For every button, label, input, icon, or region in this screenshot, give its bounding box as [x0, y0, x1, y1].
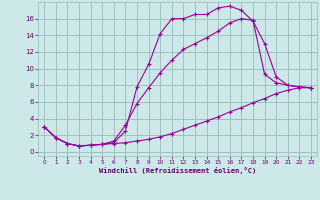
- X-axis label: Windchill (Refroidissement éolien,°C): Windchill (Refroidissement éolien,°C): [99, 167, 256, 174]
